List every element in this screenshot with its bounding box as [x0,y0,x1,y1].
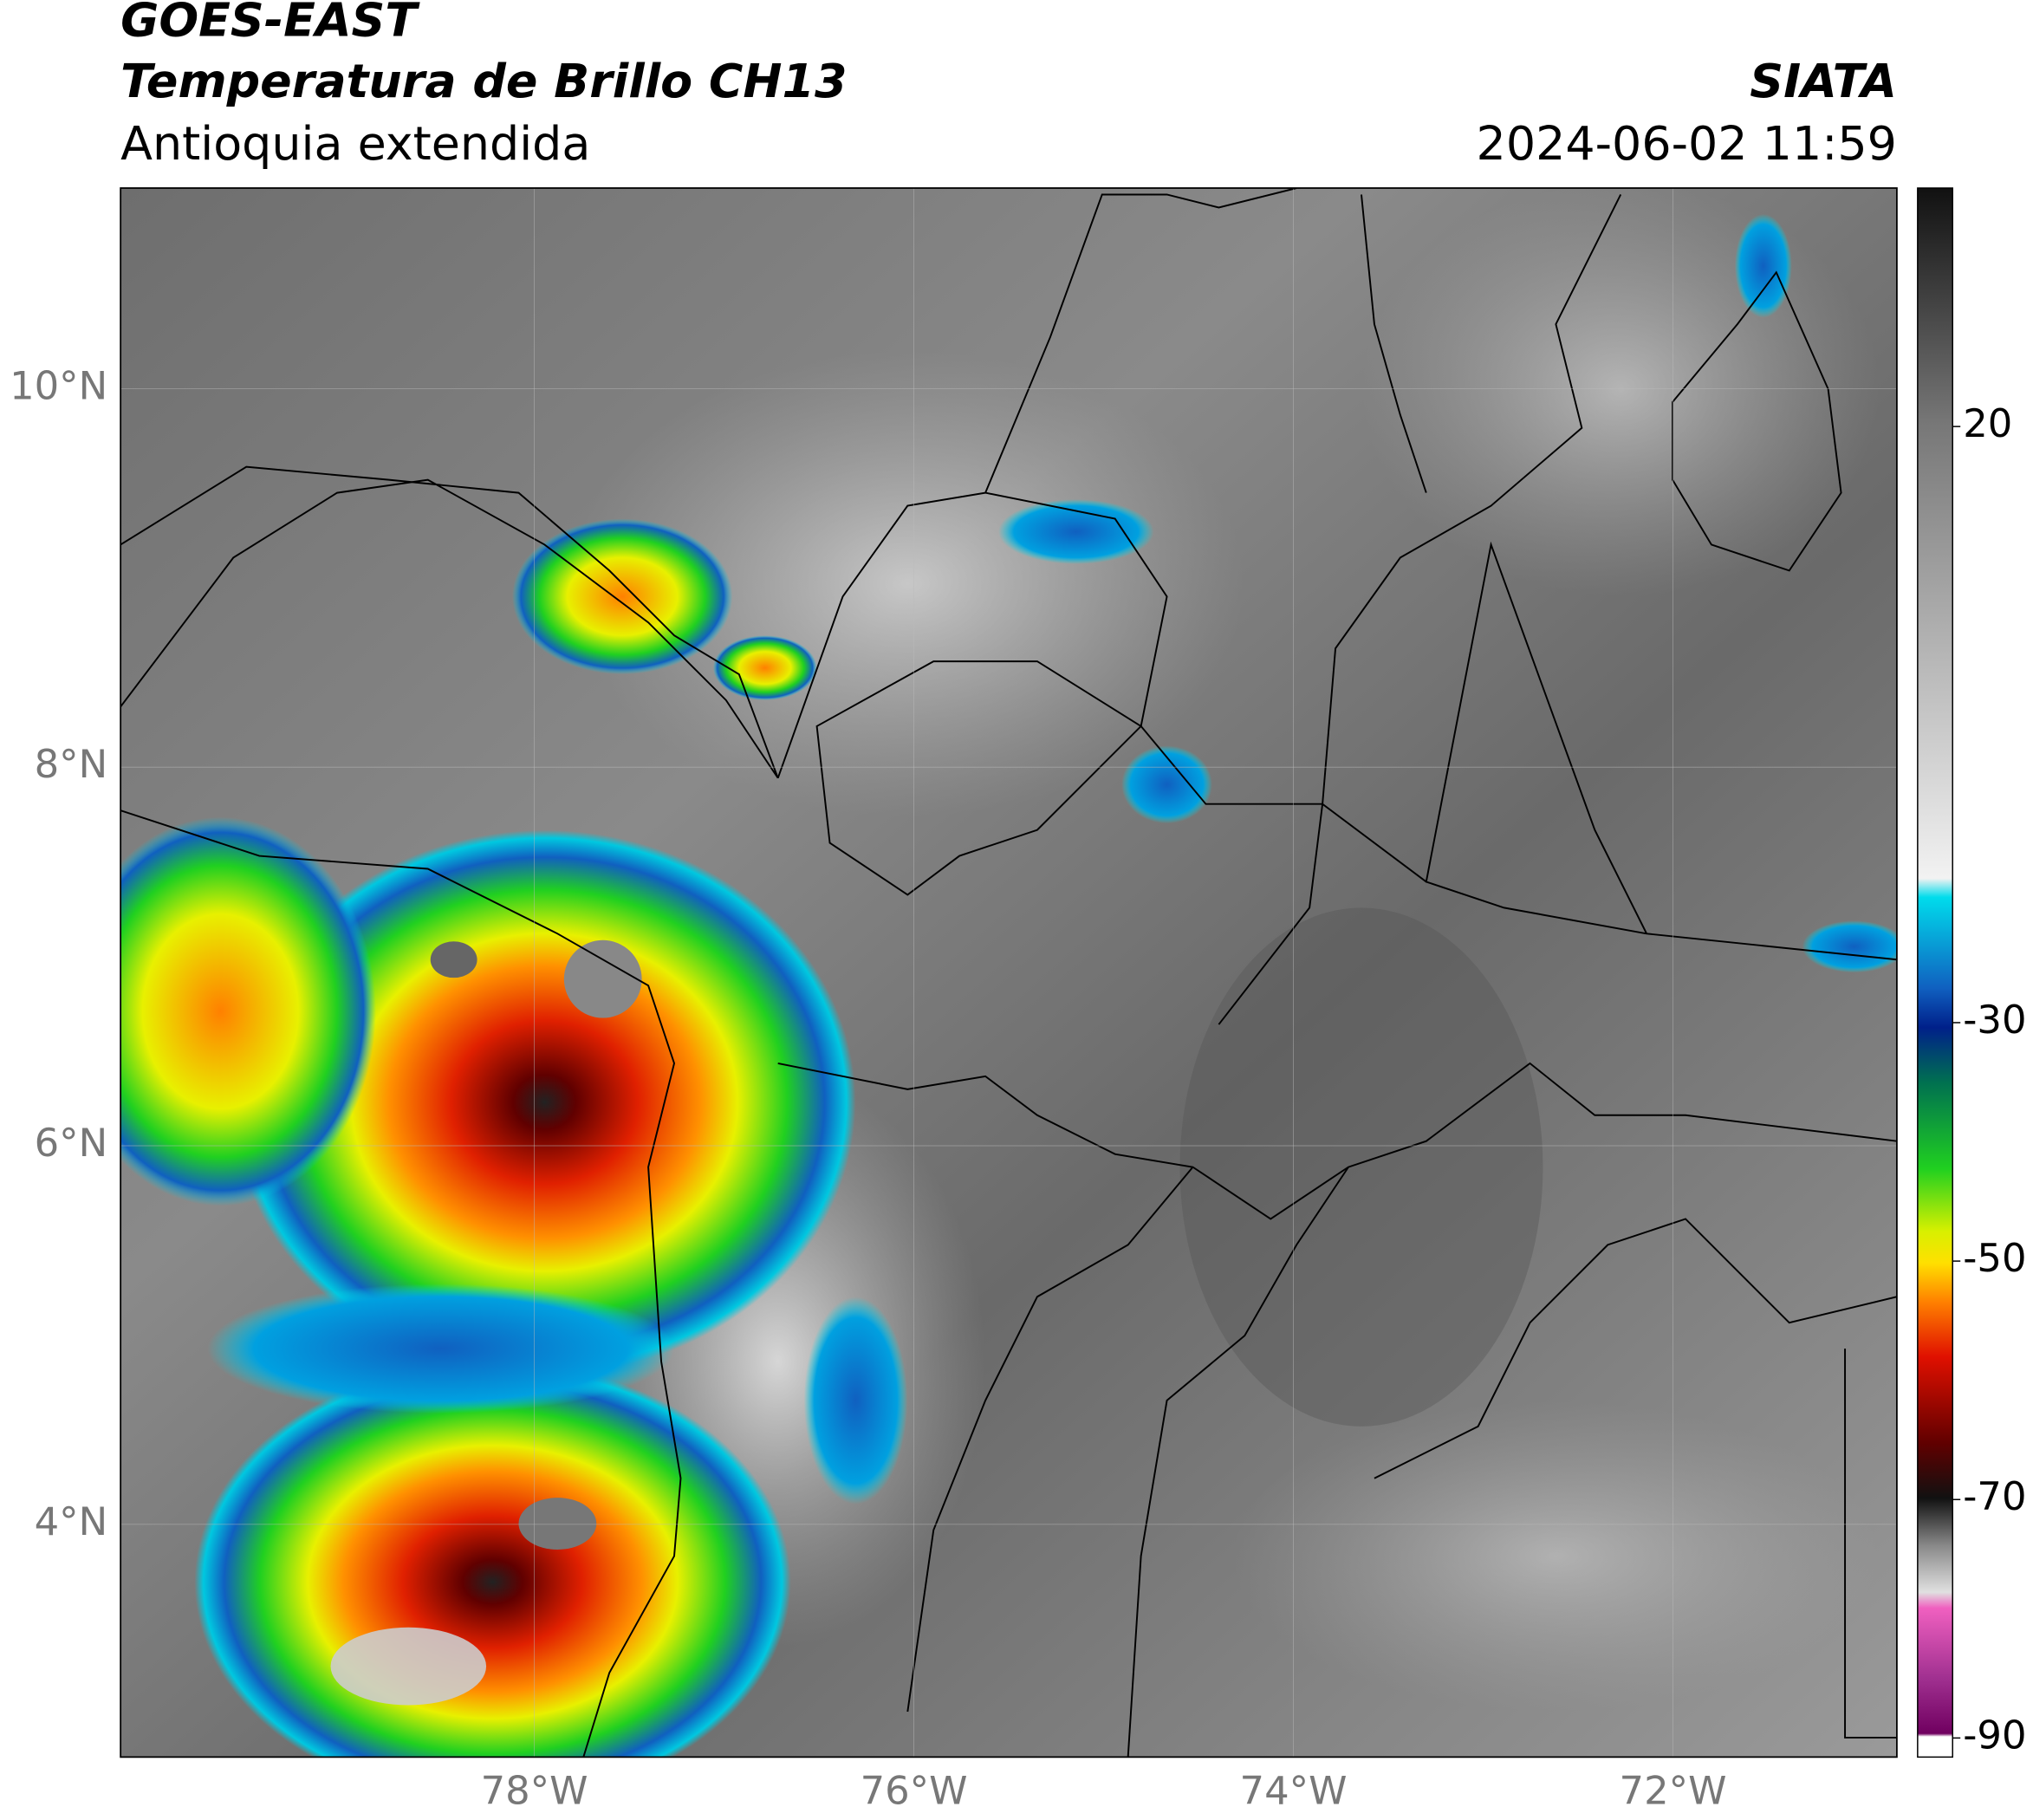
x-tick-label: 78°W [481,1767,588,1813]
x-tick-label: 72°W [1620,1767,1727,1813]
colorbar [1917,187,1953,1758]
graticule [120,188,1897,1758]
y-tick-label: 4°N [35,1498,108,1544]
y-tick-label: 10°N [10,362,107,408]
y-tick-label: 8°N [35,741,108,787]
colorbar-tick-label: -50 [1963,1235,2026,1281]
x-tick-label: 74°W [1240,1767,1348,1813]
map-frame [120,187,1898,1758]
satellite-image [120,188,1897,1758]
x-tick-label: 76°W [861,1767,968,1813]
region: Antioquia extendida [120,116,590,171]
brand: SIATA [1750,54,1897,108]
colorbar-tick-label: 20 [1963,400,2012,446]
y-tick-label: 6°N [35,1120,108,1166]
colorbar-tick-label: -90 [1963,1712,2026,1758]
subtitle: Temperatura de Brillo CH13 [120,54,847,108]
timestamp: 2024-06-02 11:59 [1477,116,1897,171]
colorbar-tick-label: -30 [1963,997,2026,1043]
title: GOES-EAST [120,0,420,48]
colorbar-tick-label: -70 [1963,1473,2026,1519]
